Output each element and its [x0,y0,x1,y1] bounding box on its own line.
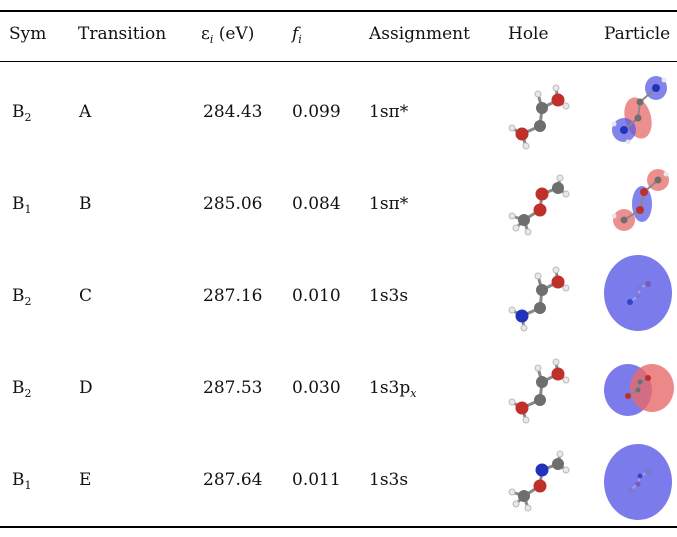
bottom-rule [0,526,677,528]
header-f-sub: i [298,33,302,46]
particle-orbital-e-icon [604,444,672,520]
header-energy: εi (eV) [201,24,255,46]
row-a-assignment: 1sπ* [369,102,409,122]
particle-orbital-d-icon [604,364,674,416]
header-transition: Transition [78,24,167,44]
row-a-sym: B2 [12,102,32,124]
row-b-transition: B [79,194,92,214]
row-d-f: 0.030 [292,378,341,398]
row-d-transition: D [79,378,93,398]
row-e-energy: 287.64 [203,470,263,490]
header-hole: Hole [508,24,549,44]
header-assignment: Assignment [369,24,470,44]
row-c-assignment: 1s3s [369,286,409,306]
hole-molecule-a-icon [508,84,570,150]
row-d-assignment: 1s3px [369,378,417,400]
row-b-sym: B1 [12,194,32,216]
header-energy-unit: (eV) [218,24,255,44]
particle-orbital-b-icon [611,169,669,231]
row-a-transition: A [79,102,92,122]
row-b-assignment: 1sπ* [369,194,409,214]
hole-molecule-c-icon [508,266,570,332]
row-d-sym: B2 [12,378,32,400]
top-rule [0,10,677,12]
row-e-transition: E [79,470,92,490]
particle-orbital-c-icon [604,255,672,331]
header-sym: Sym [9,24,47,44]
row-e-f: 0.011 [292,470,341,490]
row-c-transition: C [79,286,93,306]
row-a-f: 0.099 [292,102,341,122]
header-f: fi [292,24,302,46]
row-d-energy: 287.53 [203,378,263,398]
row-b-energy: 285.06 [203,194,263,214]
hole-molecule-b-icon [508,174,570,236]
hole-molecule-e-icon [508,450,570,512]
header-f-symbol: f [292,24,299,44]
hole-molecule-d-icon [508,358,570,424]
header-rule [0,61,677,62]
header-energy-sub: i [209,33,214,46]
row-e-assignment: 1s3s [369,470,409,490]
row-c-f: 0.010 [292,286,341,306]
row-a-energy: 284.43 [203,102,263,122]
row-b-f: 0.084 [292,194,341,214]
header-particle: Particle [604,24,671,44]
particle-orbital-a-icon [611,76,667,145]
row-c-energy: 287.16 [203,286,263,306]
row-c-sym: B2 [12,286,32,308]
header-energy-symbol: ε [201,24,210,44]
row-e-sym: B1 [12,470,32,492]
